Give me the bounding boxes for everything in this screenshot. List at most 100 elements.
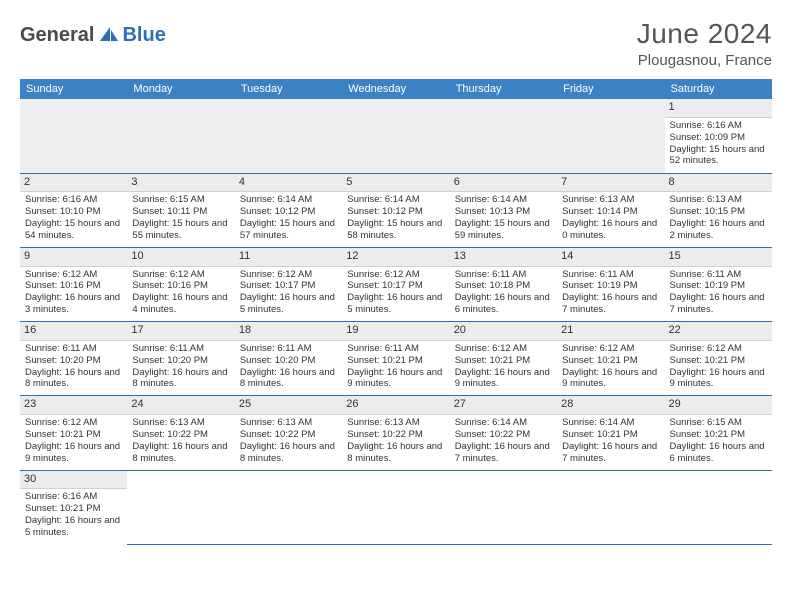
day-header: Tuesday: [235, 79, 342, 99]
sunrise-line: Sunrise: 6:14 AM: [455, 194, 552, 206]
sunset-line: Sunset: 10:21 PM: [670, 429, 767, 441]
day-number: 23: [20, 396, 127, 415]
sunrise-line: Sunrise: 6:14 AM: [240, 194, 337, 206]
sunset-line: Sunset: 10:20 PM: [240, 355, 337, 367]
calendar-empty: [127, 470, 234, 544]
calendar-day: 23Sunrise: 6:12 AMSunset: 10:21 PMDaylig…: [20, 396, 127, 470]
calendar-week: 1Sunrise: 6:16 AMSunset: 10:09 PMDayligh…: [20, 99, 772, 173]
calendar-week: 9Sunrise: 6:12 AMSunset: 10:16 PMDayligh…: [20, 247, 772, 321]
sunrise-line: Sunrise: 6:12 AM: [25, 417, 122, 429]
day-number: 24: [127, 396, 234, 415]
sunset-line: Sunset: 10:17 PM: [240, 280, 337, 292]
daylight-line: Daylight: 16 hours and 8 minutes.: [240, 367, 337, 391]
sunset-line: Sunset: 10:20 PM: [25, 355, 122, 367]
calendar-day: 11Sunrise: 6:12 AMSunset: 10:17 PMDaylig…: [235, 247, 342, 321]
day-header: Thursday: [450, 79, 557, 99]
daylight-line: Daylight: 16 hours and 9 minutes.: [562, 367, 659, 391]
sunset-line: Sunset: 10:12 PM: [347, 206, 444, 218]
daylight-line: Daylight: 15 hours and 59 minutes.: [455, 218, 552, 242]
sunset-line: Sunset: 10:21 PM: [25, 429, 122, 441]
logo-text-general: General: [20, 24, 94, 47]
day-header: Friday: [557, 79, 664, 99]
sunrise-line: Sunrise: 6:12 AM: [455, 343, 552, 355]
calendar-day: 14Sunrise: 6:11 AMSunset: 10:19 PMDaylig…: [557, 247, 664, 321]
sunrise-line: Sunrise: 6:12 AM: [562, 343, 659, 355]
calendar-day: 24Sunrise: 6:13 AMSunset: 10:22 PMDaylig…: [127, 396, 234, 470]
sunset-line: Sunset: 10:09 PM: [670, 132, 767, 144]
sunset-line: Sunset: 10:16 PM: [25, 280, 122, 292]
sunrise-line: Sunrise: 6:16 AM: [25, 194, 122, 206]
daylight-line: Daylight: 16 hours and 9 minutes.: [455, 367, 552, 391]
calendar-day: 15Sunrise: 6:11 AMSunset: 10:19 PMDaylig…: [665, 247, 772, 321]
daylight-line: Daylight: 16 hours and 7 minutes.: [670, 292, 767, 316]
sunrise-line: Sunrise: 6:13 AM: [347, 417, 444, 429]
calendar-empty: [450, 99, 557, 173]
day-number: 25: [235, 396, 342, 415]
calendar-day: 18Sunrise: 6:11 AMSunset: 10:20 PMDaylig…: [235, 322, 342, 396]
daylight-line: Daylight: 16 hours and 8 minutes.: [25, 367, 122, 391]
header: General Blue June 2024 Plougasnou, Franc…: [20, 18, 772, 69]
day-number: 5: [342, 174, 449, 193]
calendar-table: SundayMondayTuesdayWednesdayThursdayFrid…: [20, 79, 772, 545]
daylight-line: Daylight: 15 hours and 55 minutes.: [132, 218, 229, 242]
calendar-day: 7Sunrise: 6:13 AMSunset: 10:14 PMDayligh…: [557, 173, 664, 247]
day-number: 20: [450, 322, 557, 341]
day-number: 14: [557, 248, 664, 267]
calendar-day: 1Sunrise: 6:16 AMSunset: 10:09 PMDayligh…: [665, 99, 772, 173]
daylight-line: Daylight: 16 hours and 8 minutes.: [132, 367, 229, 391]
sunrise-line: Sunrise: 6:11 AM: [132, 343, 229, 355]
sunrise-line: Sunrise: 6:13 AM: [670, 194, 767, 206]
sunrise-line: Sunrise: 6:13 AM: [562, 194, 659, 206]
day-number: 4: [235, 174, 342, 193]
day-number: 10: [127, 248, 234, 267]
daylight-line: Daylight: 16 hours and 6 minutes.: [670, 441, 767, 465]
calendar-day: 27Sunrise: 6:14 AMSunset: 10:22 PMDaylig…: [450, 396, 557, 470]
sunset-line: Sunset: 10:21 PM: [347, 355, 444, 367]
day-header: Sunday: [20, 79, 127, 99]
sunset-line: Sunset: 10:13 PM: [455, 206, 552, 218]
day-number: 15: [665, 248, 772, 267]
calendar-day: 20Sunrise: 6:12 AMSunset: 10:21 PMDaylig…: [450, 322, 557, 396]
calendar-day: 17Sunrise: 6:11 AMSunset: 10:20 PMDaylig…: [127, 322, 234, 396]
sunset-line: Sunset: 10:12 PM: [240, 206, 337, 218]
sunrise-line: Sunrise: 6:11 AM: [455, 269, 552, 281]
sunrise-line: Sunrise: 6:14 AM: [455, 417, 552, 429]
sunrise-line: Sunrise: 6:16 AM: [670, 120, 767, 132]
calendar-day: 28Sunrise: 6:14 AMSunset: 10:21 PMDaylig…: [557, 396, 664, 470]
location: Plougasnou, France: [637, 52, 772, 69]
sunrise-line: Sunrise: 6:11 AM: [670, 269, 767, 281]
sunrise-line: Sunrise: 6:11 AM: [240, 343, 337, 355]
sunset-line: Sunset: 10:17 PM: [347, 280, 444, 292]
sunset-line: Sunset: 10:14 PM: [562, 206, 659, 218]
sunset-line: Sunset: 10:15 PM: [670, 206, 767, 218]
day-number: 7: [557, 174, 664, 193]
sunset-line: Sunset: 10:18 PM: [455, 280, 552, 292]
day-number: 30: [20, 471, 127, 490]
daylight-line: Daylight: 16 hours and 5 minutes.: [25, 515, 122, 539]
calendar-day: 29Sunrise: 6:15 AMSunset: 10:21 PMDaylig…: [665, 396, 772, 470]
sunset-line: Sunset: 10:21 PM: [670, 355, 767, 367]
calendar-day: 4Sunrise: 6:14 AMSunset: 10:12 PMDayligh…: [235, 173, 342, 247]
daylight-line: Daylight: 15 hours and 57 minutes.: [240, 218, 337, 242]
calendar-week: 30Sunrise: 6:16 AMSunset: 10:21 PMDaylig…: [20, 470, 772, 544]
sunrise-line: Sunrise: 6:13 AM: [240, 417, 337, 429]
sunrise-line: Sunrise: 6:11 AM: [25, 343, 122, 355]
day-number: 28: [557, 396, 664, 415]
calendar-day: 16Sunrise: 6:11 AMSunset: 10:20 PMDaylig…: [20, 322, 127, 396]
calendar-day: 21Sunrise: 6:12 AMSunset: 10:21 PMDaylig…: [557, 322, 664, 396]
calendar-empty: [450, 470, 557, 544]
sunrise-line: Sunrise: 6:12 AM: [347, 269, 444, 281]
calendar-day: 5Sunrise: 6:14 AMSunset: 10:12 PMDayligh…: [342, 173, 449, 247]
calendar-empty: [127, 99, 234, 173]
calendar-empty: [342, 470, 449, 544]
daylight-line: Daylight: 16 hours and 2 minutes.: [670, 218, 767, 242]
day-number: 13: [450, 248, 557, 267]
sunset-line: Sunset: 10:22 PM: [455, 429, 552, 441]
daylight-line: Daylight: 16 hours and 7 minutes.: [562, 441, 659, 465]
day-number: 8: [665, 174, 772, 193]
day-number: 11: [235, 248, 342, 267]
sunrise-line: Sunrise: 6:15 AM: [670, 417, 767, 429]
day-number: 2: [20, 174, 127, 193]
day-number: 21: [557, 322, 664, 341]
daylight-line: Daylight: 16 hours and 6 minutes.: [455, 292, 552, 316]
